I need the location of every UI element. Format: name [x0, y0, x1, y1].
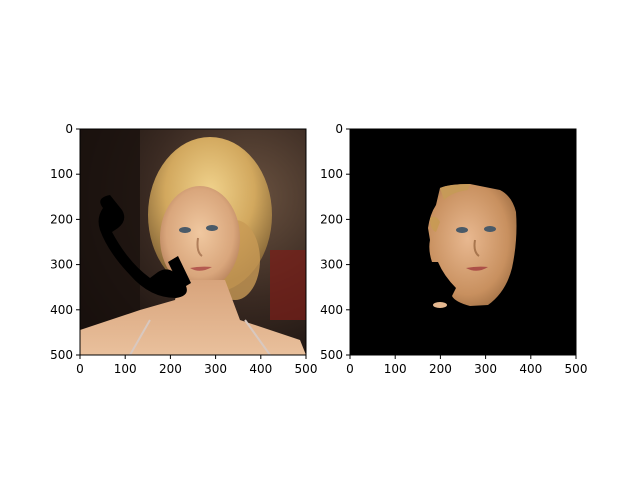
photo-frame — [79, 128, 307, 356]
mask-xtick-label: 0 — [346, 362, 354, 376]
mask-xtick-label: 200 — [429, 362, 452, 376]
mask-xtick-label: 300 — [474, 362, 497, 376]
mask-xtick-label: 500 — [565, 362, 588, 376]
mask-xtick-label: 400 — [519, 362, 542, 376]
face-segment — [428, 184, 517, 306]
photo-image — [80, 129, 306, 355]
photo-xtick-label: 200 — [159, 362, 182, 376]
photo-xtick-label: 100 — [114, 362, 137, 376]
handset-occluder — [98, 195, 187, 298]
photo-xtick-label: 0 — [76, 362, 84, 376]
photo-xtick-label: 400 — [249, 362, 272, 376]
mask-xtick-label: 100 — [384, 362, 407, 376]
photo-ytick-label: 500 — [50, 348, 73, 362]
photo-ytick-label: 200 — [50, 212, 73, 226]
mask-ytick-label: 300 — [320, 258, 343, 272]
photo-ytick-label: 0 — [65, 122, 73, 136]
mask-frame — [349, 128, 577, 356]
bar-occluder — [168, 256, 191, 289]
photo-ytick-label: 100 — [50, 167, 73, 181]
mask-ytick-label: 400 — [320, 303, 343, 317]
photo-xtick-label: 300 — [204, 362, 227, 376]
photo-ytick-label: 300 — [50, 258, 73, 272]
photo-xtick-label: 500 — [295, 362, 318, 376]
mask-ytick-label: 500 — [320, 348, 343, 362]
mask-ytick-label: 0 — [335, 122, 343, 136]
mask-image — [350, 129, 576, 355]
photo-ytick-label: 400 — [50, 303, 73, 317]
mask-ytick-label: 200 — [320, 212, 343, 226]
mask-ytick-label: 100 — [320, 167, 343, 181]
